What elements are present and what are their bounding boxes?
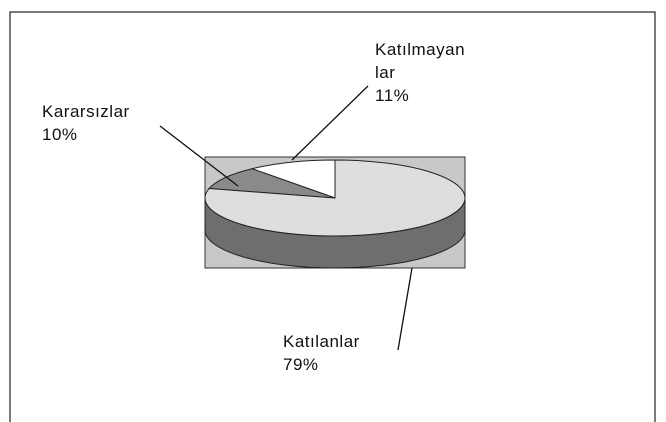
slice-value-label: 11% <box>375 86 410 105</box>
chart-frame <box>9 11 656 422</box>
leader-line <box>291 85 369 161</box>
slice-label: Kararsızlar <box>42 102 130 121</box>
slice-label: Katılanlar <box>283 332 360 351</box>
slice-value-label: 79% <box>283 355 319 374</box>
slice <box>204 159 466 237</box>
slice-value-label: 10% <box>42 125 78 144</box>
slice-label: Katılmayan lar <box>375 40 466 82</box>
leader-line <box>159 125 239 187</box>
leader-line <box>397 267 413 351</box>
slice <box>250 159 336 199</box>
